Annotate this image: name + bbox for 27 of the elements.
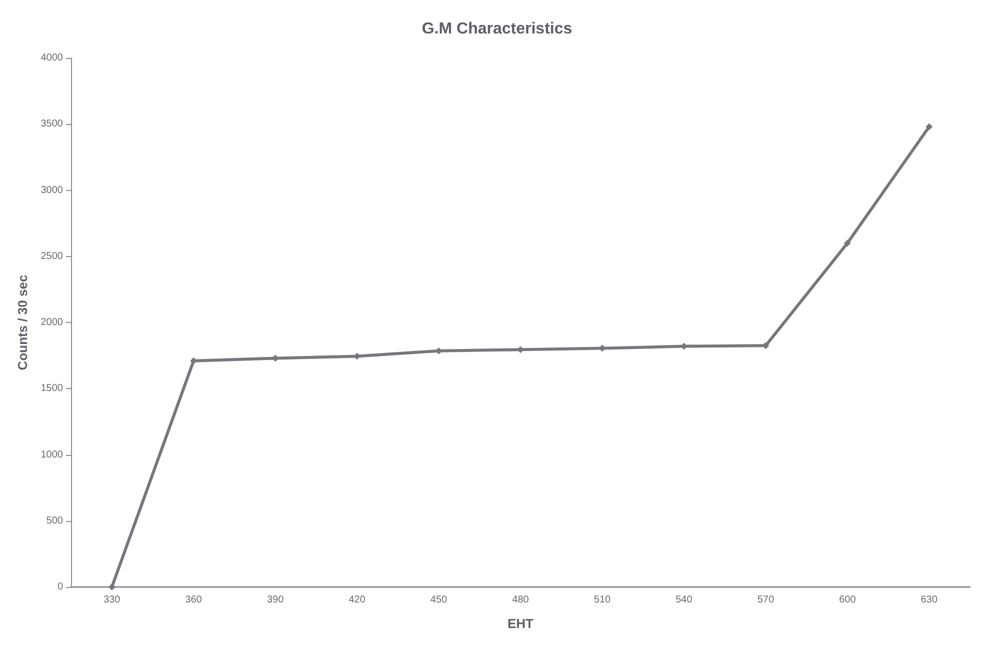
point [844, 240, 851, 247]
y-tick-label: 3500 [40, 118, 64, 130]
x-tick-label: 630 [920, 594, 938, 606]
chart-title: G.M Characteristics [422, 20, 572, 38]
x-tick-label: 420 [348, 594, 366, 606]
x-tick-label: 450 [430, 594, 448, 606]
y-tick-label: 2000 [40, 317, 64, 328]
point [926, 123, 933, 130]
x-tick-label: 540 [676, 594, 693, 606]
y-tick-label: 1500 [40, 383, 64, 394]
y-tick-label: 0 [57, 582, 64, 592]
point [517, 346, 524, 354]
x-tick-label: 330 [104, 594, 121, 606]
y-tick-label: 1000 [40, 449, 64, 460]
y-tick-label: 4000 [40, 52, 64, 64]
x-tick-label: 390 [266, 594, 284, 606]
x-tick-label: 360 [185, 594, 202, 606]
y-axis-title: Counts / 30 sec [15, 274, 30, 370]
point [108, 584, 116, 590]
x-tick-label: 510 [594, 594, 612, 606]
y-tick-label: 500 [46, 515, 64, 526]
x-tick-label: 600 [839, 594, 856, 606]
x-axis-title: EHT [508, 616, 534, 631]
x-tick-label: 480 [512, 594, 530, 606]
y-tick-label: 3000 [40, 184, 64, 196]
x-tick-label: 570 [757, 594, 774, 606]
y-tick-label: 2500 [40, 250, 64, 262]
